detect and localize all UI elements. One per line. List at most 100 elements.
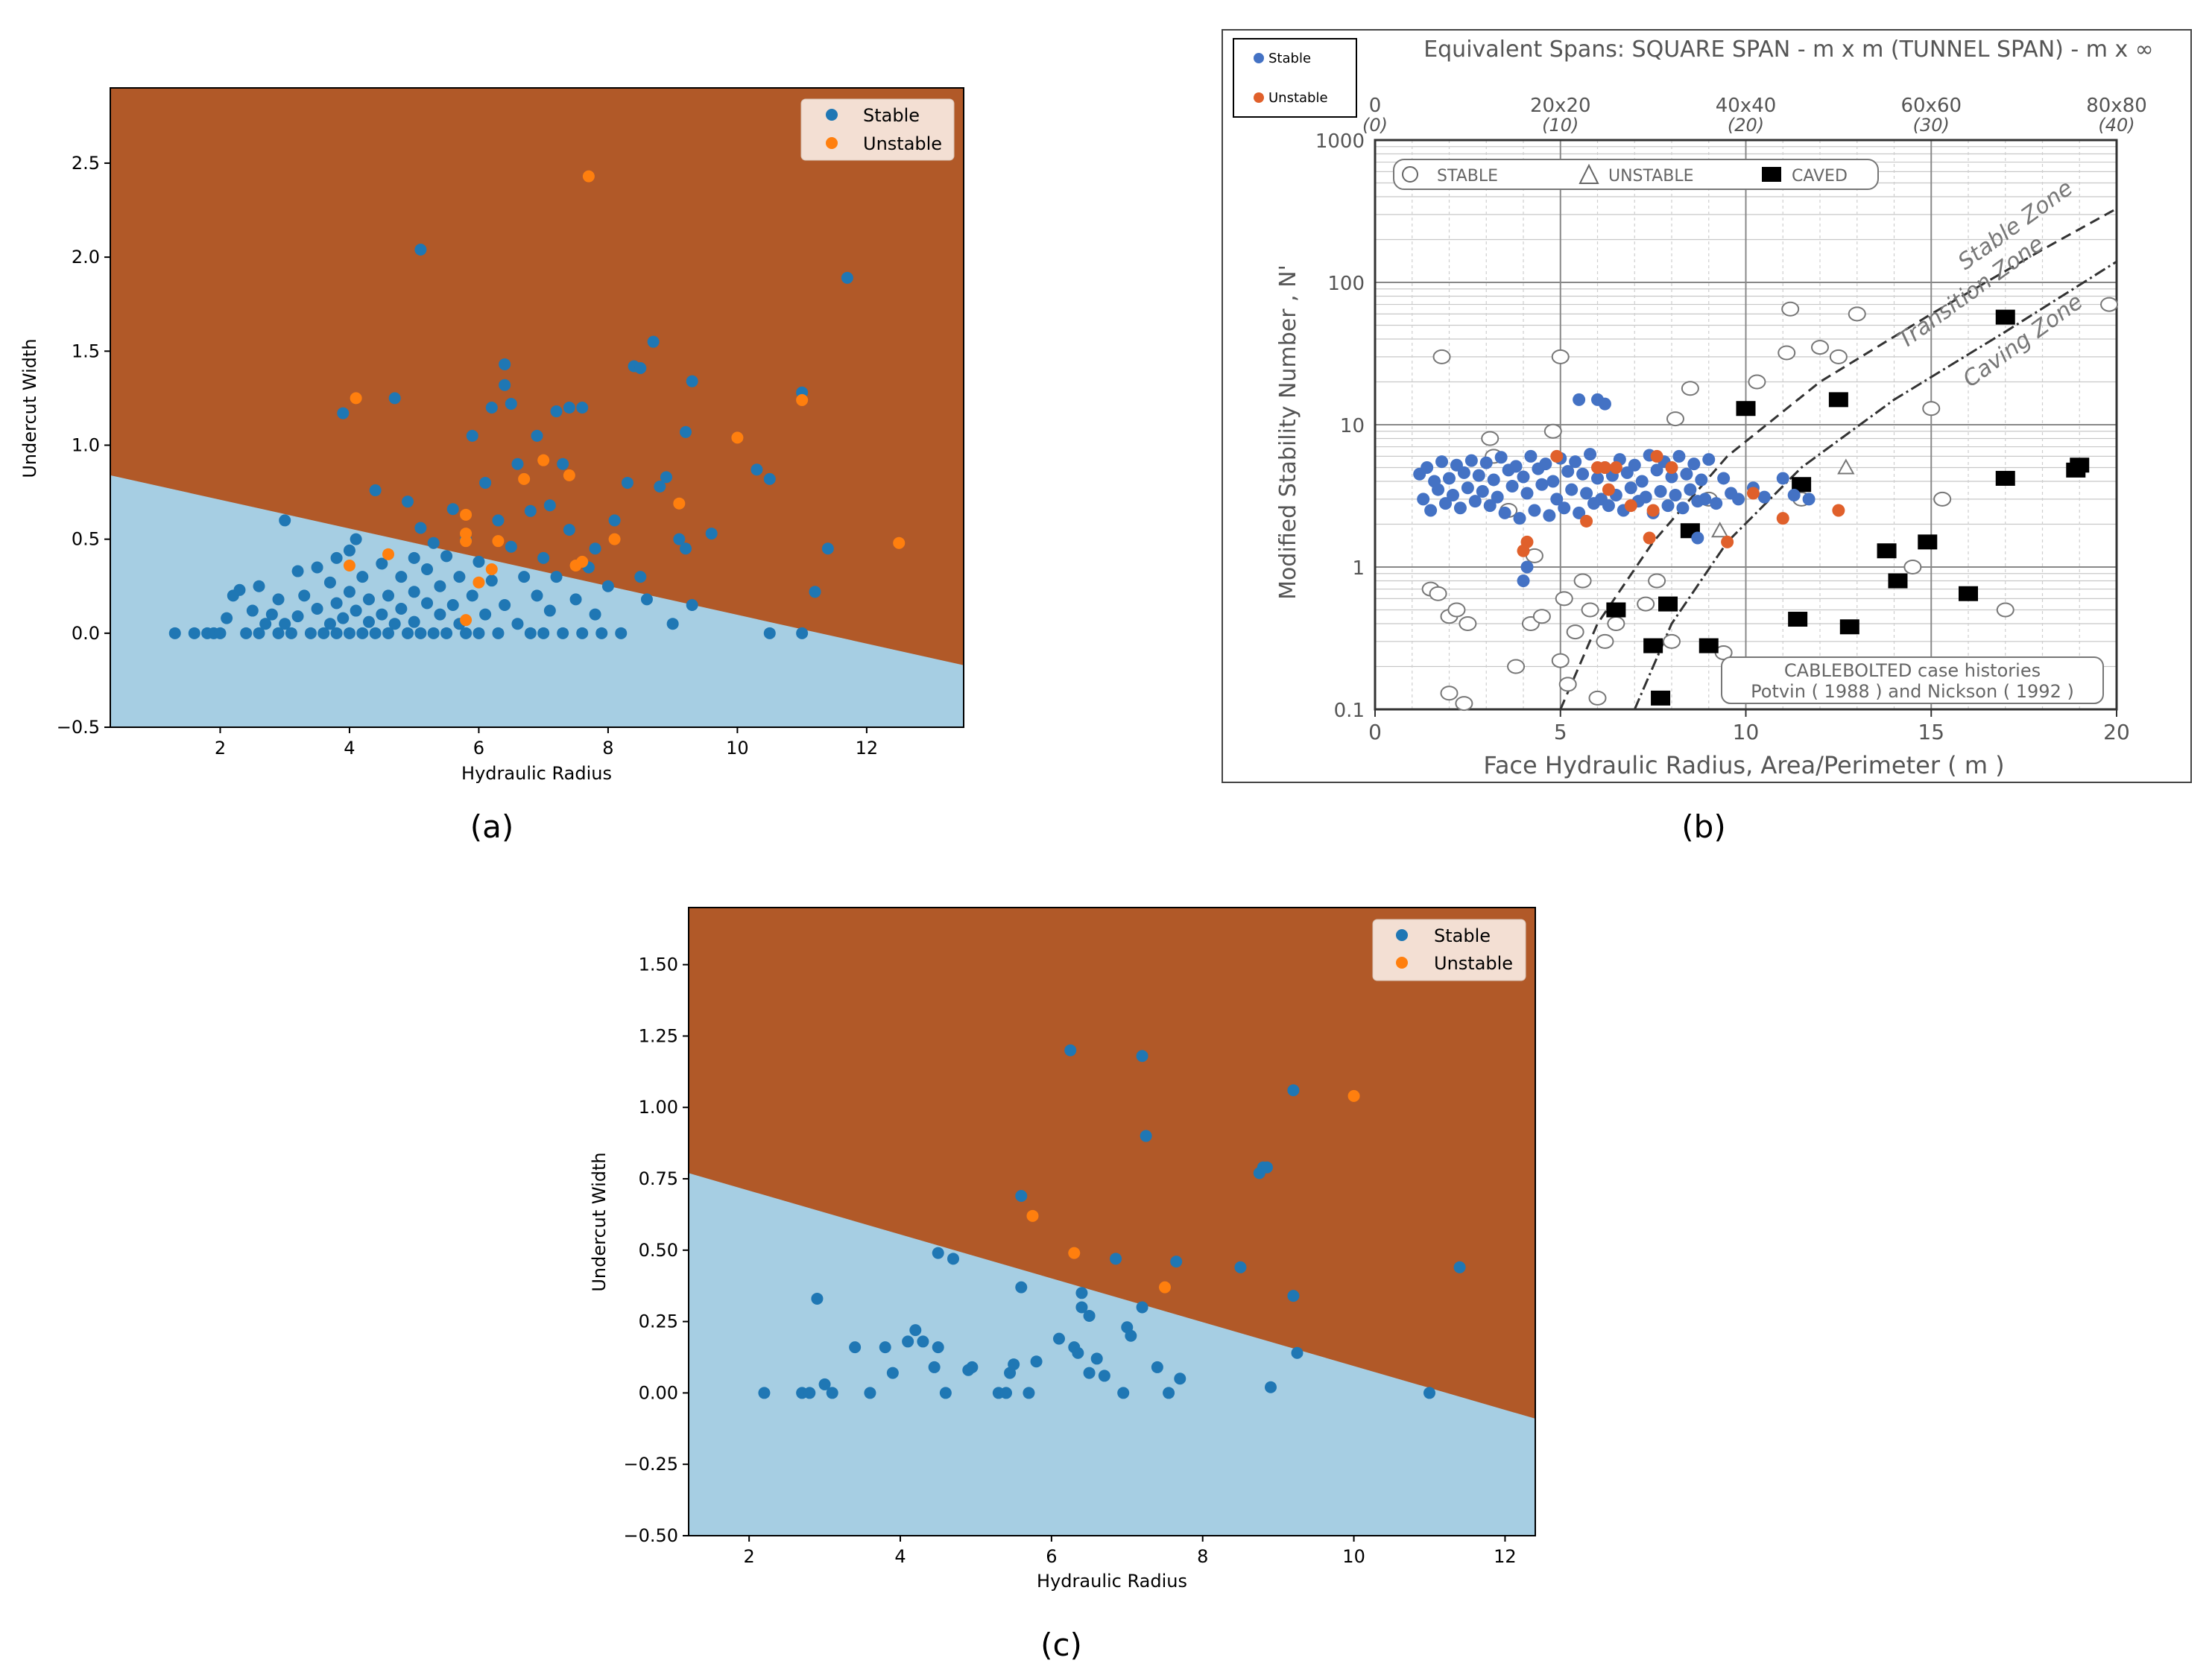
point-caved-square [1877, 543, 1897, 559]
point-stable [408, 551, 420, 564]
point-stable-circle [1637, 596, 1655, 612]
point-stable-circle [1532, 609, 1551, 624]
chart-b-xlabel: Face Hydraulic Radius, Area/Perimeter ( … [1483, 751, 2004, 779]
point-stable [576, 627, 589, 639]
point-stable [460, 627, 473, 639]
point-stable [660, 471, 672, 484]
point-unstable [1746, 487, 1760, 500]
chart-c-ylabel: Undercut Width [589, 1152, 610, 1291]
point-stable [750, 463, 763, 476]
point-stable [811, 1292, 824, 1305]
point-stable [1628, 458, 1641, 472]
legend-b-stable-circle [1402, 166, 1418, 183]
top-axis-label: 80x80 [2086, 95, 2147, 117]
point-stable [864, 1387, 876, 1399]
point-stable [246, 604, 259, 617]
point-stable [1287, 1290, 1300, 1302]
point-stable [1421, 460, 1434, 474]
point-stable [1439, 497, 1453, 510]
point-stable-circle [1555, 591, 1573, 607]
point-stable [1509, 460, 1523, 473]
ytick-label: 10 [1340, 415, 1365, 437]
point-stable [330, 597, 343, 610]
point-unstable [473, 576, 485, 589]
point-stable [376, 557, 388, 570]
point-stable [382, 627, 394, 639]
legend-b-unstable-text: UNSTABLE [1608, 167, 1694, 186]
legend-b-stable-marker [1254, 53, 1264, 63]
point-stable [601, 580, 614, 592]
point-stable [1098, 1370, 1110, 1382]
point-stable [279, 514, 291, 527]
point-stable [524, 627, 537, 639]
point-caved-square [1698, 638, 1719, 653]
point-unstable [1665, 460, 1678, 474]
point-stable-circle [1596, 633, 1614, 649]
point-stable [1524, 449, 1538, 463]
point-stable-circle [1481, 431, 1500, 446]
ytick-label: 0.00 [639, 1382, 678, 1403]
point-stable [343, 544, 356, 557]
point-stable [1650, 463, 1663, 477]
point-stable [803, 1387, 816, 1399]
point-stable [259, 618, 272, 630]
point-stable [1075, 1287, 1088, 1299]
point-stable-circle [1607, 616, 1625, 632]
point-stable [1117, 1387, 1130, 1399]
point-stable [1661, 499, 1675, 513]
xtick-label: 20 [2103, 720, 2130, 744]
point-stable [1513, 512, 1526, 525]
point-stable-circle [1663, 633, 1681, 649]
point-stable [879, 1341, 891, 1354]
point-stable [1064, 1044, 1077, 1057]
point-stable-circle [1551, 349, 1570, 364]
point-stable [1584, 448, 1597, 461]
point-unstable [1520, 535, 1534, 548]
point-unstable [1159, 1281, 1171, 1294]
point-stable [168, 627, 181, 639]
point-stable [304, 627, 317, 639]
point-stable [440, 627, 453, 639]
point-stable [886, 1367, 899, 1379]
legend-b-caved-square [1762, 167, 1781, 182]
point-stable [796, 627, 809, 639]
point-stable [537, 551, 550, 564]
point-stable [369, 627, 382, 639]
point-stable [311, 561, 323, 574]
point-stable [1174, 1373, 1186, 1385]
chart-b-outer-legend: Stable Unstable [1233, 38, 1357, 118]
point-stable [1075, 1301, 1088, 1314]
point-unstable [1550, 449, 1564, 463]
point-stable [1691, 531, 1704, 545]
point-caved-square [1792, 477, 1812, 493]
point-stable [1558, 501, 1571, 515]
point-caved-square [1995, 309, 2015, 325]
point-unstable [893, 536, 906, 549]
point-stable [763, 627, 776, 639]
point-stable [1476, 484, 1489, 498]
point-stable [634, 571, 647, 583]
point-caved-square [1828, 392, 1848, 408]
caption-b: (b) [1681, 808, 1725, 845]
point-stable [253, 580, 265, 592]
point-unstable-triangle [1837, 458, 1855, 475]
xtick-label: 10 [1733, 720, 1760, 744]
point-stable [543, 499, 556, 512]
point-stable [427, 536, 440, 549]
point-unstable [1650, 449, 1663, 463]
ytick-label: 0.0 [72, 623, 100, 644]
point-stable [531, 589, 543, 602]
point-stable [453, 571, 466, 583]
point-unstable [1776, 512, 1789, 525]
point-stable [1498, 506, 1511, 519]
chart-a-yticks: −0.5 0.0 0.5 1.0 1.5 2.0 2.5 [57, 153, 110, 738]
point-stable [356, 627, 369, 639]
chart-c-xticks: 2 4 6 8 10 12 [744, 1536, 1517, 1567]
point-stable [356, 571, 369, 583]
point-unstable [460, 508, 473, 521]
point-stable [686, 375, 698, 387]
point-stable [1520, 560, 1534, 574]
point-stable-circle [1829, 349, 1848, 364]
point-stable [446, 503, 459, 516]
xtick-label: 4 [894, 1546, 906, 1567]
